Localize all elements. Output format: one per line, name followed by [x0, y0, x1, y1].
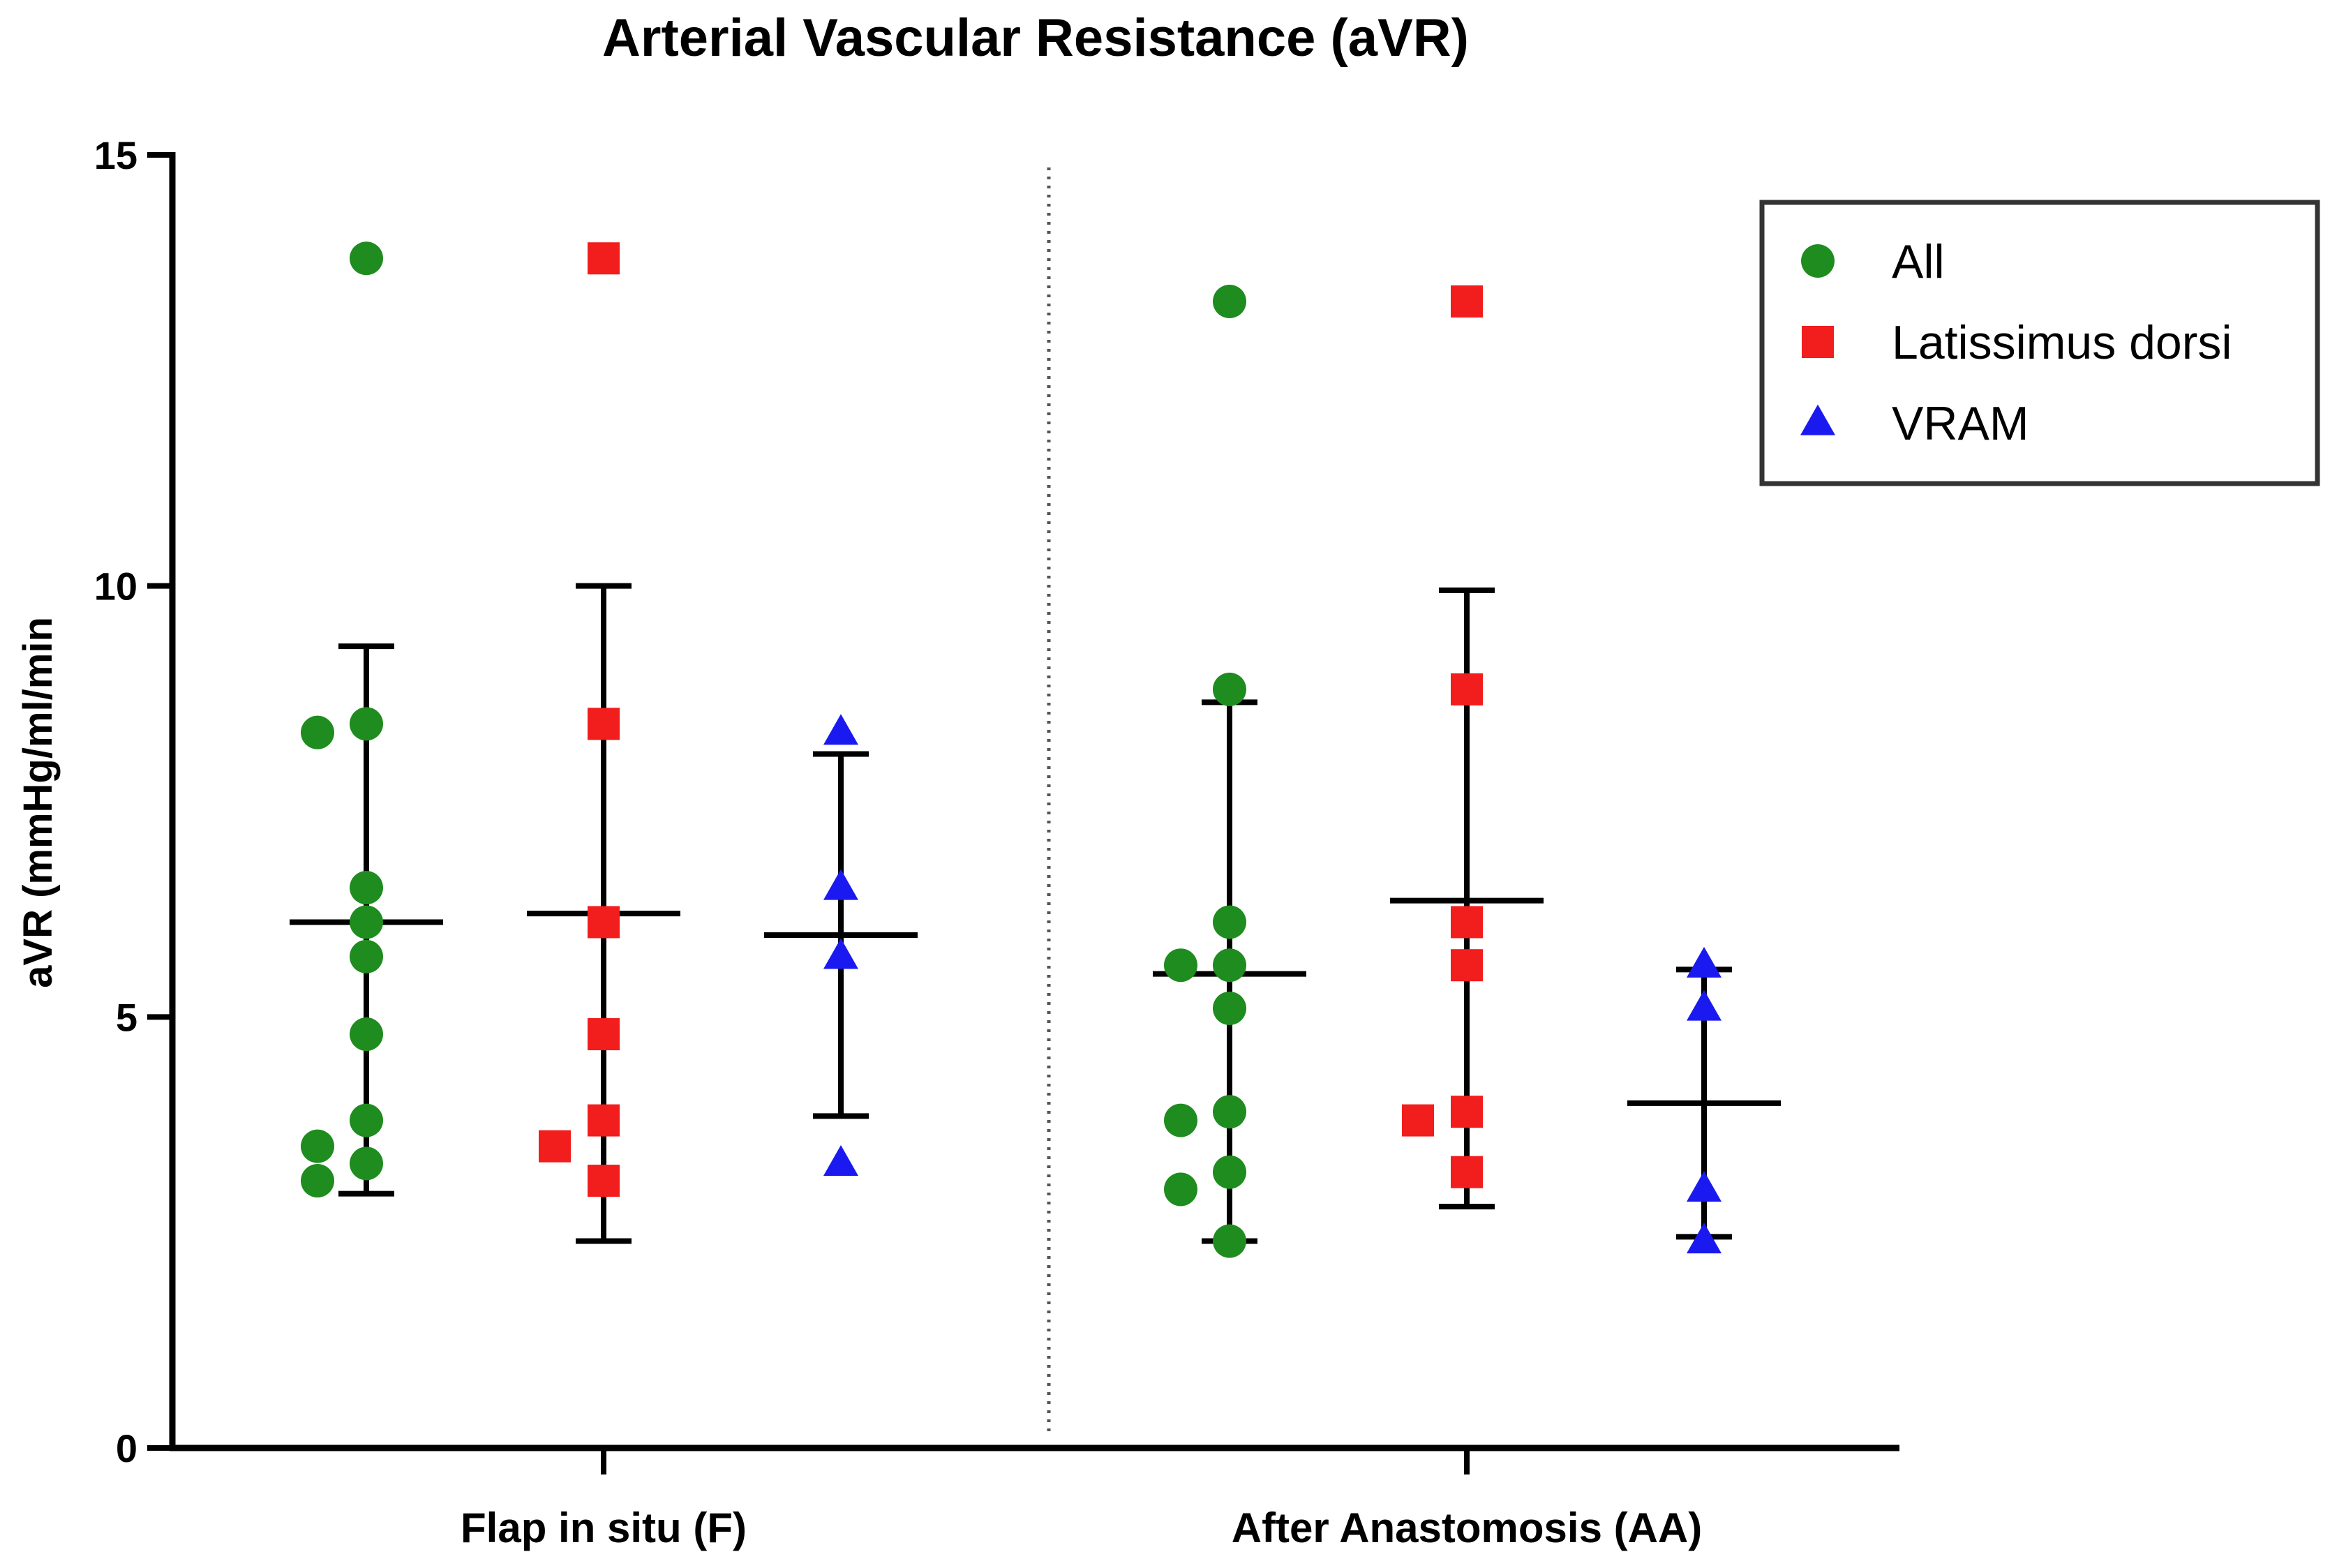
- chart-title: Arterial Vascular Resistance (aVR): [602, 8, 1469, 68]
- point-vram-0-2: [823, 938, 858, 969]
- point-latissimus-dorsi-0-1: [588, 708, 620, 740]
- point-all-1-2: [1213, 905, 1246, 939]
- point-all-1-0: [1213, 285, 1246, 319]
- point-latissimus-dorsi-0-5: [539, 1130, 571, 1163]
- legend-label-all: All: [1892, 235, 1945, 288]
- legend-box: [1759, 200, 2320, 486]
- point-latissimus-dorsi-1-3: [1451, 949, 1483, 982]
- point-all-0-6: [350, 1017, 383, 1052]
- x-tick-label-0: Flap in situ (F): [461, 1504, 747, 1551]
- point-latissimus-dorsi-0-0: [588, 242, 620, 275]
- point-vram-0-1: [823, 869, 858, 900]
- point-latissimus-dorsi-1-2: [1451, 906, 1483, 939]
- legend-label-vram: VRAM: [1892, 397, 2029, 450]
- point-latissimus-dorsi-1-4: [1451, 1096, 1483, 1128]
- point-all-1-4: [1164, 948, 1197, 983]
- point-all-0-5: [350, 939, 383, 973]
- point-vram-1-0: [1687, 946, 1722, 978]
- x-tick-label-1: After Anastomosis (AA): [1232, 1504, 1703, 1551]
- y-tick-label-10: 10: [94, 565, 137, 608]
- point-vram-0-0: [823, 714, 858, 745]
- legend-label-latissimus-dorsi: Latissimus dorsi: [1892, 316, 2232, 369]
- point-all-1-10: [1213, 1224, 1246, 1258]
- point-all-0-1: [350, 707, 383, 741]
- point-all-0-3: [350, 871, 383, 905]
- point-all-0-10: [301, 1164, 334, 1198]
- point-all-1-5: [1213, 991, 1246, 1025]
- point-latissimus-dorsi-1-6: [1451, 1156, 1483, 1188]
- point-latissimus-dorsi-0-6: [588, 1165, 620, 1197]
- point-all-0-9: [350, 1147, 383, 1181]
- point-all-1-9: [1164, 1172, 1197, 1207]
- legend: All Latissimus dorsi VRAM: [1759, 200, 2320, 486]
- point-all-1-6: [1213, 1095, 1246, 1129]
- point-all-1-1: [1213, 672, 1246, 706]
- point-all-0-2: [301, 715, 334, 749]
- point-latissimus-dorsi-0-3: [588, 1018, 620, 1051]
- point-all-0-8: [301, 1129, 334, 1163]
- point-latissimus-dorsi-1-1: [1451, 673, 1483, 705]
- point-all-1-8: [1213, 1155, 1246, 1189]
- point-vram-0-3: [823, 1144, 858, 1176]
- point-all-0-7: [350, 1103, 383, 1137]
- y-tick-label-15: 15: [94, 133, 137, 177]
- point-vram-1-1: [1687, 990, 1722, 1021]
- plot-area: 0 5 10 15 Flap in situ (F) After Anastomosis …: [94, 133, 1899, 1551]
- point-all-0-4: [350, 905, 383, 939]
- legend-marker-latissimus-dorsi: [1802, 326, 1834, 358]
- point-latissimus-dorsi-0-2: [588, 906, 620, 939]
- point-latissimus-dorsi-1-0: [1451, 285, 1483, 318]
- legend-marker-vram: [1800, 404, 1835, 435]
- point-all-1-3: [1213, 948, 1246, 983]
- point-latissimus-dorsi-0-4: [588, 1104, 620, 1137]
- point-all-0-0: [350, 241, 383, 276]
- y-tick-label-5: 5: [116, 995, 137, 1039]
- point-vram-1-2: [1687, 1171, 1722, 1202]
- y-tick-label-0: 0: [116, 1426, 137, 1470]
- point-all-1-7: [1164, 1103, 1197, 1137]
- y-axis-label: aVR (mmHg/ml/min: [15, 617, 61, 988]
- point-latissimus-dorsi-1-5: [1402, 1104, 1434, 1137]
- legend-marker-all: [1801, 244, 1835, 278]
- point-vram-1-3: [1687, 1223, 1722, 1254]
